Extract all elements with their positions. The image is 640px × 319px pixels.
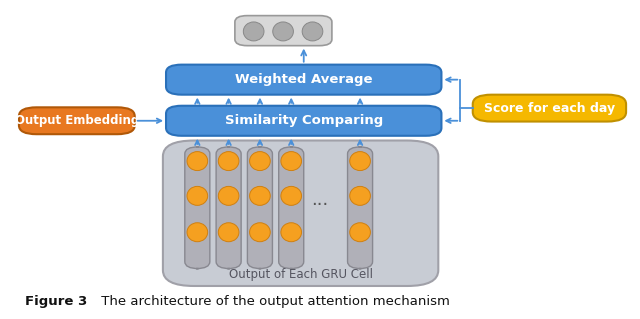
FancyBboxPatch shape [348, 147, 372, 269]
Ellipse shape [243, 22, 264, 41]
Ellipse shape [349, 152, 371, 171]
Ellipse shape [302, 22, 323, 41]
Ellipse shape [281, 223, 301, 242]
Ellipse shape [187, 152, 207, 171]
Ellipse shape [187, 223, 207, 242]
FancyBboxPatch shape [278, 147, 304, 269]
Text: The architecture of the output attention mechanism: The architecture of the output attention… [97, 295, 450, 308]
FancyBboxPatch shape [166, 65, 442, 95]
FancyBboxPatch shape [185, 147, 210, 269]
Ellipse shape [218, 223, 239, 242]
Ellipse shape [250, 152, 270, 171]
Text: Figure 3: Figure 3 [25, 295, 88, 308]
FancyBboxPatch shape [473, 95, 626, 122]
Text: Similarity Comparing: Similarity Comparing [225, 114, 383, 127]
Ellipse shape [281, 186, 301, 205]
Ellipse shape [250, 186, 270, 205]
Ellipse shape [273, 22, 293, 41]
FancyBboxPatch shape [216, 147, 241, 269]
Text: Weighted Average: Weighted Average [235, 73, 372, 86]
Text: Output Embedding: Output Embedding [15, 114, 139, 127]
Ellipse shape [218, 186, 239, 205]
Ellipse shape [349, 223, 371, 242]
FancyBboxPatch shape [248, 147, 273, 269]
Text: ···: ··· [311, 197, 328, 214]
Ellipse shape [281, 152, 301, 171]
FancyBboxPatch shape [166, 106, 442, 136]
FancyBboxPatch shape [19, 107, 135, 134]
Ellipse shape [218, 152, 239, 171]
Ellipse shape [187, 186, 207, 205]
Ellipse shape [250, 223, 270, 242]
FancyBboxPatch shape [163, 141, 438, 286]
Text: Score for each day: Score for each day [484, 102, 615, 115]
FancyBboxPatch shape [235, 16, 332, 46]
Text: Output of Each GRU Cell: Output of Each GRU Cell [228, 268, 372, 281]
Ellipse shape [349, 186, 371, 205]
